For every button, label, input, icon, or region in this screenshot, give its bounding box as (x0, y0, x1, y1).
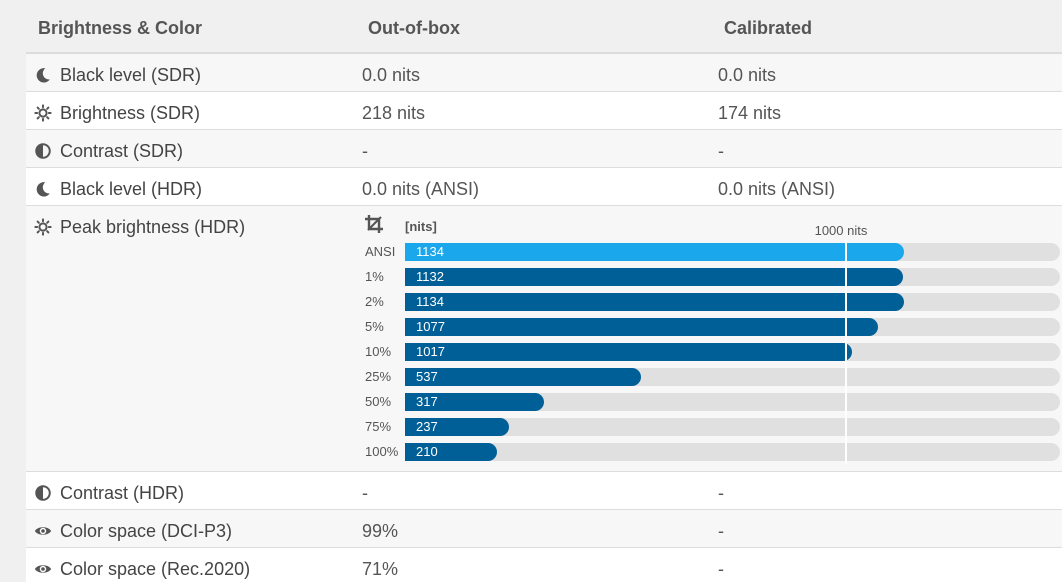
calibrated-value: - (718, 559, 724, 579)
table-row: Contrast (SDR) - - (26, 130, 1062, 168)
out-of-box-value: 71% (362, 559, 399, 579)
calibrated-value: - (718, 483, 724, 503)
bar-track: 537 (405, 368, 1060, 386)
bar: 317 (405, 393, 545, 411)
peak-brightness-chart: [nits] 1000 nits ANSI 1134 1% 1132 2% 1134 5% 1… (362, 206, 1062, 472)
bar: 1017 (405, 343, 853, 361)
reference-label: 1000 nits (814, 223, 868, 238)
out-of-box-value: - (362, 483, 368, 503)
row-label-text: Color space (DCI-P3) (60, 520, 233, 541)
header-title: Brightness & Color (38, 18, 203, 38)
row-label-text: Black level (SDR) (60, 64, 202, 85)
row-label: Contrast (SDR) (34, 140, 183, 162)
bar-category-label: 1% (365, 269, 384, 284)
out-of-box-value: 218 nits (362, 103, 426, 123)
crop-icon[interactable] (364, 214, 384, 234)
out-of-box-value: - (362, 141, 368, 161)
bar-category-label: 50% (365, 394, 392, 409)
bar: 1132 (405, 268, 903, 286)
bar-category-label: 25% (365, 369, 392, 384)
bar-track: 237 (405, 418, 1060, 436)
bar: 1134 (405, 243, 904, 261)
chart-unit-label: [nits] (405, 219, 437, 234)
bar-track: 317 (405, 393, 1060, 411)
reference-line (844, 239, 847, 464)
bar-value-label: 1017 (416, 344, 445, 359)
row-label: Color space (DCI-P3) (34, 520, 232, 542)
bar-category-label: 5% (365, 319, 384, 334)
table-row: Contrast (HDR) - - (26, 472, 1062, 510)
row-label: Brightness (SDR) (34, 102, 200, 124)
row-label: Black level (HDR) (34, 178, 202, 200)
row-label-text: Brightness (SDR) (60, 102, 201, 123)
bar-value-label: 1077 (416, 319, 445, 334)
bar-category-label: 100% (365, 444, 399, 459)
bar: 537 (405, 368, 642, 386)
bar-track: 1077 (405, 318, 1060, 336)
table-row: Color space (DCI-P3) 99% - (26, 510, 1062, 548)
header-out-of-box: Out-of-box (368, 18, 460, 38)
bar-category-label: 75% (365, 419, 392, 434)
table-header: Brightness & Color Out-of-box Calibrated (26, 0, 1062, 54)
sun-icon (34, 218, 52, 236)
table-row: Black level (SDR) 0.0 nits 0.0 nits (26, 54, 1062, 92)
row-label-text: Peak brightness (HDR) (60, 216, 246, 237)
row-label-text: Color space (Rec.2020) (60, 558, 251, 579)
row-label: Peak brightness (HDR) (34, 216, 245, 238)
calibrated-value: 0.0 nits (718, 65, 777, 85)
bar-track: 1134 (405, 243, 1060, 261)
calibrated-value: 0.0 nits (ANSI) (718, 179, 836, 199)
bar-track: 210 (405, 443, 1060, 461)
bar-value-label: 1134 (416, 294, 444, 309)
bar: 1077 (405, 318, 879, 336)
table-row-peak-brightness: Peak brightness (HDR) [nits] 1000 nits A… (26, 206, 1062, 472)
bar-category-label: ANSI (365, 244, 396, 259)
bar: 210 (405, 443, 498, 461)
row-label: Color space (Rec.2020) (34, 558, 250, 580)
bar-value-label: 210 (416, 444, 438, 459)
header-calibrated: Calibrated (724, 18, 813, 38)
bar-track: 1134 (405, 293, 1060, 311)
bar-value-label: 1132 (416, 269, 444, 284)
bar-value-label: 237 (416, 419, 438, 434)
row-label-text: Black level (HDR) (60, 178, 203, 199)
moon-icon (36, 182, 50, 197)
bar: 237 (405, 418, 510, 436)
row-label: Contrast (HDR) (34, 482, 184, 504)
moon-icon (36, 68, 50, 83)
calibrated-value: - (718, 141, 724, 161)
bar-track: 1132 (405, 268, 1060, 286)
row-label-text: Contrast (SDR) (60, 140, 184, 161)
bar-category-label: 10% (365, 344, 392, 359)
contrast-icon (35, 485, 51, 501)
table-row: Brightness (SDR) 218 nits 174 nits (26, 92, 1062, 130)
calibrated-value: - (718, 521, 724, 541)
bar-value-label: 1134 (416, 244, 444, 259)
bar-value-label: 317 (416, 394, 438, 409)
eye-icon (34, 527, 52, 535)
out-of-box-value: 0.0 nits (362, 65, 421, 85)
bar-category-label: 2% (365, 294, 384, 309)
bar-track: 1017 (405, 343, 1060, 361)
table-row: Color space (Rec.2020) 71% - (26, 548, 1062, 582)
out-of-box-value: 99% (362, 521, 399, 541)
bar-value-label: 537 (416, 369, 438, 384)
contrast-icon (35, 143, 51, 159)
out-of-box-value: 0.0 nits (ANSI) (362, 179, 480, 199)
calibrated-value: 174 nits (718, 103, 782, 123)
eye-icon (34, 565, 52, 573)
row-label-text: Contrast (HDR) (60, 482, 185, 503)
table-row: Black level (HDR) 0.0 nits (ANSI) 0.0 ni… (26, 168, 1062, 206)
row-label: Black level (SDR) (34, 64, 201, 86)
sun-icon (34, 104, 52, 122)
bar: 1134 (405, 293, 904, 311)
brightness-color-table: Brightness & Color Out-of-box Calibrated… (26, 0, 1062, 582)
